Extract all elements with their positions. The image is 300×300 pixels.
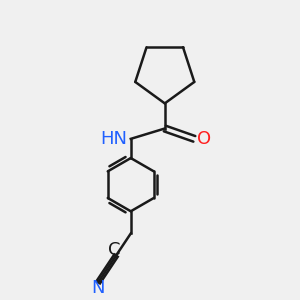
Text: N: N: [92, 278, 105, 296]
Text: C: C: [108, 241, 121, 259]
Text: HN: HN: [100, 130, 127, 148]
Text: O: O: [197, 130, 211, 148]
